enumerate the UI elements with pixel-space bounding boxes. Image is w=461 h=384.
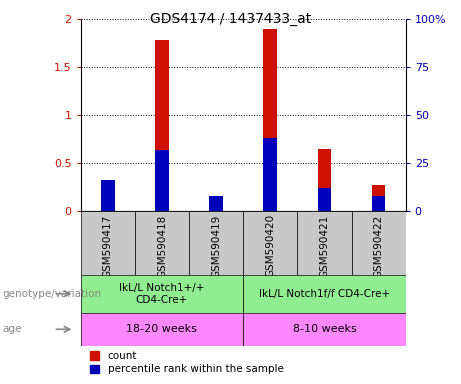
Bar: [189, 211, 243, 275]
Bar: [264, 29, 277, 211]
Text: 18-20 weeks: 18-20 weeks: [126, 324, 197, 334]
Bar: [243, 275, 406, 313]
Bar: [318, 188, 331, 211]
Bar: [318, 149, 331, 211]
Text: GSM590421: GSM590421: [319, 214, 330, 278]
Bar: [372, 185, 385, 211]
Text: genotype/variation: genotype/variation: [2, 289, 101, 299]
Text: IkL/L Notch1+/+
CD4-Cre+: IkL/L Notch1+/+ CD4-Cre+: [119, 283, 205, 305]
Bar: [264, 138, 277, 211]
Text: GSM590417: GSM590417: [103, 214, 113, 278]
Bar: [209, 198, 223, 211]
Text: age: age: [2, 324, 22, 334]
Bar: [135, 211, 189, 275]
Bar: [243, 313, 406, 346]
Bar: [155, 40, 169, 211]
Bar: [81, 211, 135, 275]
Legend: count, percentile rank within the sample: count, percentile rank within the sample: [86, 347, 288, 379]
Bar: [101, 180, 114, 211]
Bar: [297, 211, 352, 275]
Text: 8-10 weeks: 8-10 weeks: [293, 324, 356, 334]
Bar: [352, 211, 406, 275]
Text: GSM590418: GSM590418: [157, 214, 167, 278]
Bar: [101, 199, 114, 211]
Bar: [81, 275, 243, 313]
Text: GSM590419: GSM590419: [211, 214, 221, 278]
Text: GSM590420: GSM590420: [265, 214, 275, 278]
Bar: [155, 150, 169, 211]
Text: GSM590422: GSM590422: [373, 214, 384, 278]
Bar: [81, 313, 243, 346]
Text: IkL/L Notch1f/f CD4-Cre+: IkL/L Notch1f/f CD4-Cre+: [259, 289, 390, 299]
Bar: [372, 196, 385, 211]
Bar: [243, 211, 297, 275]
Text: GDS4174 / 1437433_at: GDS4174 / 1437433_at: [150, 12, 311, 25]
Bar: [209, 196, 223, 211]
